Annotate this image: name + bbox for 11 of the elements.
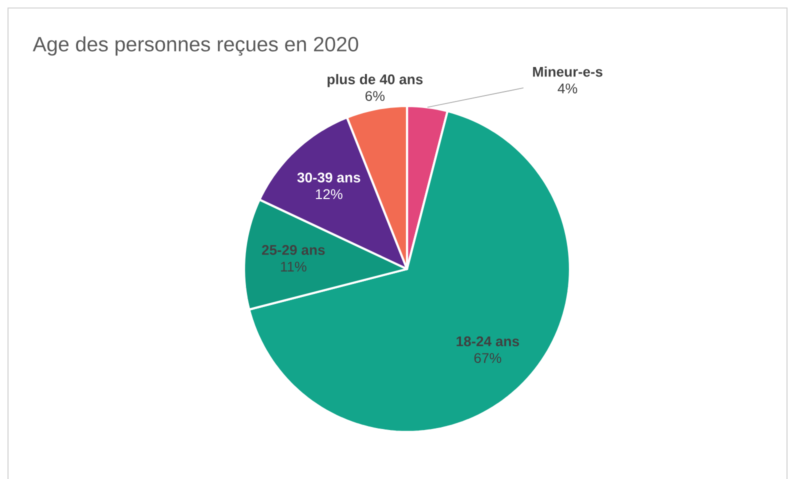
chart-title: Age des personnes reçues en 2020: [32, 36, 358, 56]
data-label: 11%: [280, 262, 306, 272]
data-label: 12%: [316, 189, 342, 200]
data-label: 4%: [558, 84, 578, 94]
slice-label: 25-29 ans: [262, 245, 325, 255]
data-label: 6%: [366, 91, 385, 101]
data-label: 67%: [474, 353, 502, 363]
slice-label: 30-39 ans: [297, 172, 360, 182]
slice-label: Mineur-e-s: [533, 66, 602, 77]
slice-label: plus de 40 ans: [328, 74, 423, 88]
slice-label: 18-24 ans: [456, 336, 520, 346]
